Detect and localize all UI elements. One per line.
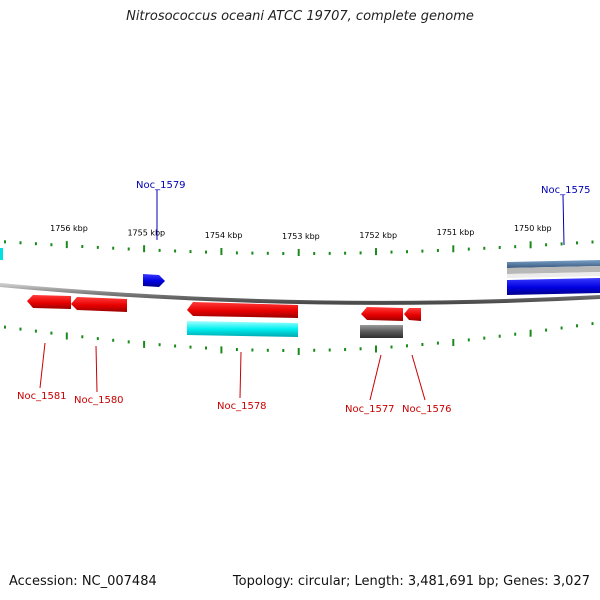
- feature-track-white: [507, 272, 600, 278]
- gene-noc-1580-arrow[interactable]: [71, 297, 127, 312]
- leader-noc-1577: [369, 354, 382, 401]
- gene-noc-1578-arrow[interactable]: [187, 302, 298, 318]
- label-noc-1580[interactable]: Noc_1580: [74, 395, 124, 406]
- gene-noc-1575-arrow[interactable]: [507, 278, 600, 295]
- gene-noc-1581-arrow[interactable]: [27, 295, 71, 309]
- label-noc-1579[interactable]: Noc_1579: [136, 180, 186, 191]
- feature-cyan-edge: [0, 248, 3, 260]
- label-noc-1578[interactable]: Noc_1578: [217, 401, 267, 412]
- kbp-tick-label: 1753 kbp: [282, 232, 320, 241]
- feature-track-lightgray: [507, 266, 600, 274]
- genome-backbone: [0, 283, 600, 305]
- kbp-tick-label: 1755 kbp: [127, 228, 165, 237]
- accession-text: Accession: NC_007484: [9, 574, 157, 589]
- kbp-tick-label: 1756 kbp: [50, 224, 88, 233]
- leader-noc-1575: [562, 194, 565, 246]
- outer-tick-ring: [4, 240, 594, 256]
- kbp-scale-labels: 1756 kbp 1755 kbp 1754 kbp 1753 kbp 1752 kbp…: [50, 224, 552, 241]
- kbp-tick-label: 1754 kbp: [205, 231, 243, 240]
- label-noc-1575[interactable]: Noc_1575: [541, 185, 591, 196]
- label-noc-1581[interactable]: Noc_1581: [17, 391, 67, 402]
- kbp-tick-label: 1752 kbp: [359, 231, 397, 240]
- leader-noc-1581: [39, 342, 46, 389]
- gene-noc-1577-cds: [360, 325, 403, 338]
- leader-noc-1578: [239, 351, 242, 399]
- leader-noc-1576: [411, 354, 426, 401]
- kbp-tick-label: 1751 kbp: [437, 228, 475, 237]
- feature-track-steel: [507, 260, 600, 268]
- genome-summary-text: Topology: circular; Length: 3,481,691 bp…: [232, 574, 590, 589]
- kbp-tick-label: 1750 kbp: [514, 224, 552, 233]
- leader-noc-1580: [95, 345, 98, 393]
- map-title: Nitrosococcus oceani ATCC 19707, complet…: [126, 9, 474, 24]
- leader-lines: [39, 190, 565, 401]
- inner-tick-ring: [4, 322, 594, 355]
- label-noc-1577[interactable]: Noc_1577: [345, 404, 395, 415]
- gene-noc-1577-arrow[interactable]: [361, 307, 403, 321]
- label-noc-1576[interactable]: Noc_1576: [402, 404, 452, 415]
- gene-noc-1579-arrow[interactable]: [143, 274, 165, 287]
- gene-noc-1578-cds: [187, 321, 298, 337]
- gene-noc-1576-arrow[interactable]: [404, 308, 421, 321]
